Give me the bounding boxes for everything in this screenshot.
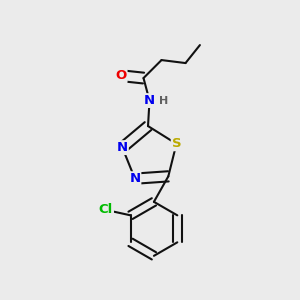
Text: O: O (116, 69, 127, 82)
Text: H: H (159, 96, 169, 106)
Text: Cl: Cl (99, 203, 113, 216)
Text: N: N (144, 94, 155, 107)
Text: S: S (172, 137, 181, 150)
Text: N: N (117, 141, 128, 154)
Text: N: N (129, 172, 140, 185)
